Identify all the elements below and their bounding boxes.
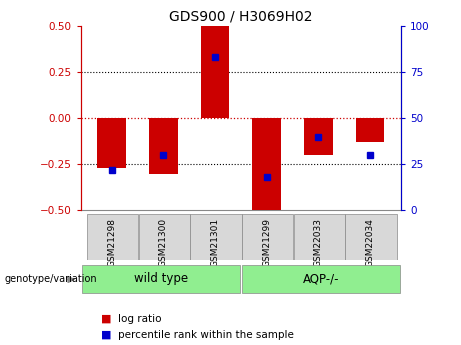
Title: GDS900 / H3069H02: GDS900 / H3069H02: [169, 9, 313, 23]
Bar: [149, 118, 177, 174]
Text: ■: ■: [101, 330, 112, 339]
Bar: [139, 214, 190, 260]
Text: GSM22034: GSM22034: [366, 218, 375, 266]
Bar: [253, 118, 281, 210]
Bar: [242, 266, 400, 293]
Bar: [294, 214, 345, 260]
Text: GSM21299: GSM21299: [262, 218, 271, 267]
Bar: [82, 266, 240, 293]
Text: genotype/variation: genotype/variation: [5, 275, 97, 284]
Text: ■: ■: [101, 314, 112, 324]
Text: GSM22033: GSM22033: [314, 218, 323, 267]
Bar: [356, 118, 384, 142]
Text: percentile rank within the sample: percentile rank within the sample: [118, 330, 294, 339]
Text: wild type: wild type: [134, 272, 188, 285]
Bar: [87, 214, 138, 260]
Text: log ratio: log ratio: [118, 314, 161, 324]
Text: GSM21298: GSM21298: [107, 218, 116, 267]
Bar: [190, 214, 242, 260]
Text: AQP-/-: AQP-/-: [303, 272, 339, 285]
Bar: [97, 118, 126, 168]
Bar: [242, 214, 293, 260]
Bar: [345, 214, 396, 260]
Bar: [304, 118, 332, 155]
Bar: [201, 26, 229, 118]
Text: GSM21301: GSM21301: [211, 218, 219, 267]
Text: GSM21300: GSM21300: [159, 218, 168, 267]
